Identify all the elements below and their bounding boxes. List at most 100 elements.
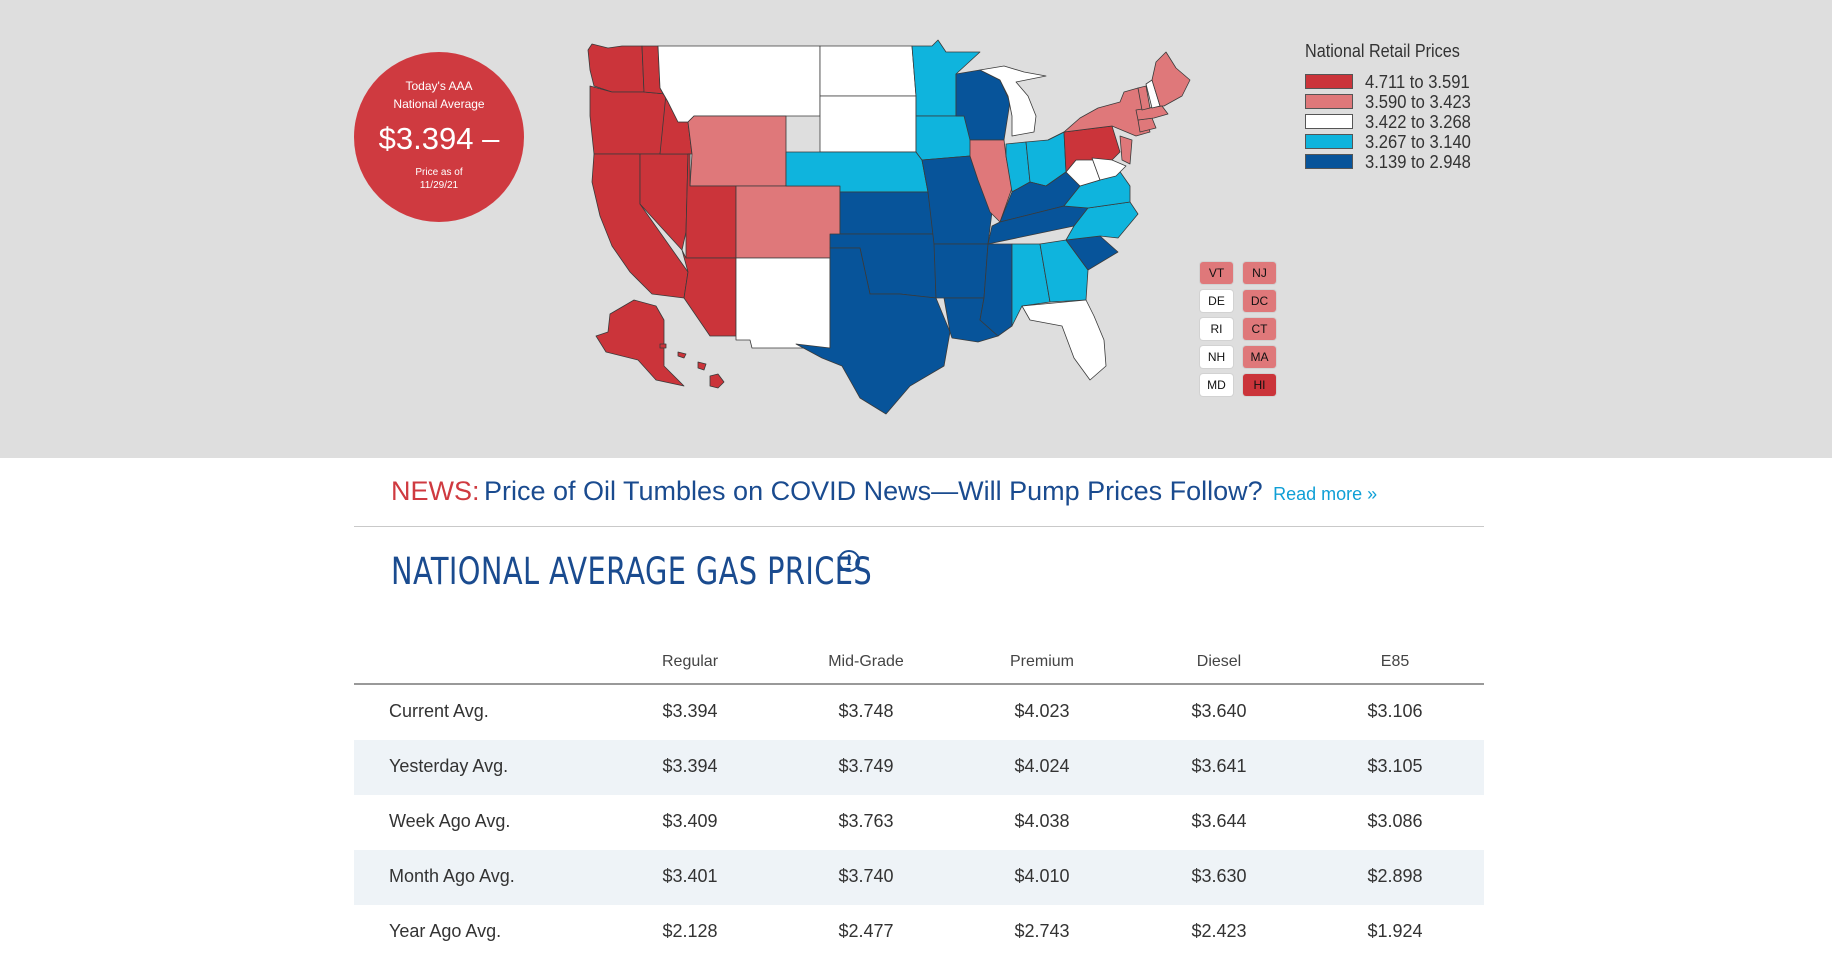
state-mt[interactable] [657,45,821,123]
row-label: Yesterday Avg. [389,756,509,776]
table-cell: $4.038 [1014,811,1070,831]
legend-label: 3.590 to 3.423 [1365,92,1471,112]
row-label: Year Ago Avg. [389,921,502,941]
state-hi-kauai[interactable] [659,343,667,349]
small-state-ma[interactable]: MA [1243,346,1276,368]
price-date: 11/29/21 [419,180,459,191]
table-row: Current Avg. $3.394 $3.748 $4.023 $3.640… [354,685,1484,740]
legend-label: 4.711 to 3.591 [1365,72,1470,92]
table-header: Regular Mid-Grade Premium Diesel E85 [354,645,1484,685]
table-cell: $3.641 [1191,756,1247,776]
badge-title-line1: Today's AAA [405,79,473,93]
small-state-dc[interactable]: DC [1243,290,1276,312]
price-as-of-label: Price as of [415,167,463,178]
state-az[interactable] [681,249,737,337]
table-cell: $3.086 [1367,811,1423,831]
table-cell: $4.010 [1014,866,1070,886]
state-hi-islands[interactable] [677,351,687,359]
table-row: Yesterday Avg. $3.394 $3.749 $4.024 $3.6… [354,740,1484,795]
table-cell: $2.898 [1367,866,1423,886]
state-al[interactable] [1011,243,1051,327]
small-state-md[interactable]: MD [1200,374,1233,396]
state-co[interactable] [735,185,841,259]
legend-swatch [1305,94,1353,109]
row-label: Week Ago Avg. [389,811,511,831]
state-fl[interactable] [1021,299,1107,381]
small-state-vt[interactable]: VT [1200,262,1233,284]
price-map-section: Today's AAA National Average $3.394 – Pr… [0,0,1832,458]
state-ga[interactable] [1039,239,1089,303]
state-ne[interactable] [785,151,929,193]
column-header-regular: Regular [661,653,719,670]
legend-swatch [1305,134,1353,149]
legend-label: 3.267 to 3.140 [1365,132,1471,152]
divider [354,526,1484,527]
state-mn[interactable] [911,39,981,117]
small-state-ri[interactable]: RI [1200,318,1233,340]
table-cell: $3.763 [838,811,894,831]
table-cell: $3.740 [838,866,894,886]
state-wa[interactable] [587,43,645,93]
table-cell: $2.477 [838,921,894,941]
state-wy[interactable] [687,115,787,187]
state-md[interactable] [1091,157,1127,181]
small-state-nj[interactable]: NJ [1243,262,1276,284]
legend-title: National Retail Prices [1305,41,1460,61]
row-label: Current Avg. [389,701,489,721]
table-cell: $3.630 [1191,866,1247,886]
page-title: NATIONAL AVERAGE GAS PRICES [391,550,873,593]
column-header-e85: E85 [1380,653,1410,670]
state-vt[interactable] [1137,85,1151,111]
legend-label: 3.139 to 2.948 [1365,152,1471,172]
table-cell: $4.023 [1014,701,1070,721]
state-mi[interactable] [979,65,1047,137]
state-or[interactable] [589,85,669,155]
national-average-badge: Today's AAA National Average $3.394 – Pr… [354,52,524,222]
state-nj[interactable] [1119,135,1133,165]
national-average-price: $3.394 – [378,121,500,156]
legend-swatch [1305,114,1353,129]
table-row: Month Ago Avg. $3.401 $3.740 $4.010 $3.6… [354,850,1484,905]
read-more-link[interactable]: Read more » [1273,484,1378,504]
small-state-nh[interactable]: NH [1200,346,1233,368]
small-state-hi[interactable]: HI [1243,374,1276,396]
state-ks[interactable] [839,191,935,235]
news-tag: NEWS: [391,476,480,506]
news-headline-link[interactable]: Price of Oil Tumbles on COVID News—Will … [483,476,1263,506]
state-hi-maui[interactable] [697,361,707,371]
national-average-table: Regular Mid-Grade Premium Diesel E85 Cur… [354,645,1484,960]
table-cell: $3.106 [1367,701,1423,721]
state-ak[interactable] [595,299,685,387]
table-cell: $2.423 [1191,921,1247,941]
state-ar[interactable] [933,243,989,299]
table-cell: $3.644 [1191,811,1247,831]
table-cell: $3.640 [1191,701,1247,721]
state-sd[interactable] [819,95,917,153]
legend-label: 3.422 to 3.268 [1365,112,1471,132]
state-hi[interactable] [709,373,725,389]
table-cell: $1.924 [1367,921,1423,941]
table-cell: $2.743 [1014,921,1070,941]
badge-title-line2: National Average [393,97,485,111]
table-cell: $4.024 [1014,756,1070,776]
column-header-diesel: Diesel [1196,653,1242,670]
column-header-premium: Premium [1009,653,1074,670]
table-cell: $3.749 [838,756,894,776]
row-label: Month Ago Avg. [389,866,515,886]
small-state-de[interactable]: DE [1200,290,1233,312]
state-nd[interactable] [819,45,917,97]
trend-dash-icon: – [482,121,500,156]
state-nm[interactable] [735,257,831,349]
legend-swatch [1305,154,1353,169]
info-icon[interactable]: i [838,550,860,572]
state-ct[interactable] [1137,117,1157,133]
table-row: Year Ago Avg. $2.128 $2.477 $2.743 $2.42… [354,905,1484,960]
table-cell: $3.409 [662,811,718,831]
us-gas-price-map[interactable] [560,36,1240,426]
small-state-ct[interactable]: CT [1243,318,1276,340]
state-tx[interactable] [795,247,951,415]
news-banner: NEWS: Price of Oil Tumbles on COVID News… [391,476,1377,507]
table-cell: $3.394 [662,756,718,776]
table-row: Week Ago Avg. $3.409 $3.763 $4.038 $3.64… [354,795,1484,850]
state-me[interactable] [1151,51,1191,107]
